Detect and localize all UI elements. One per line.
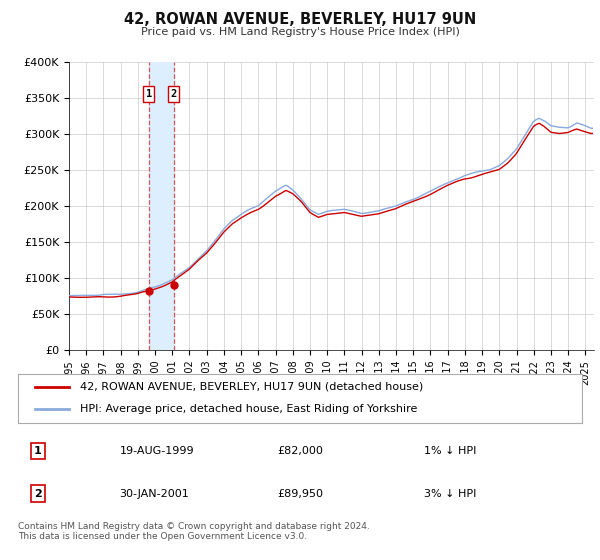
Text: Price paid vs. HM Land Registry's House Price Index (HPI): Price paid vs. HM Land Registry's House … bbox=[140, 27, 460, 37]
Text: Contains HM Land Registry data © Crown copyright and database right 2024.
This d: Contains HM Land Registry data © Crown c… bbox=[18, 522, 370, 542]
Text: 42, ROWAN AVENUE, BEVERLEY, HU17 9UN (detached house): 42, ROWAN AVENUE, BEVERLEY, HU17 9UN (de… bbox=[80, 382, 423, 392]
Text: £82,000: £82,000 bbox=[277, 446, 323, 456]
Text: 1: 1 bbox=[146, 89, 152, 99]
Bar bbox=[149, 62, 173, 350]
Text: 30-JAN-2001: 30-JAN-2001 bbox=[119, 489, 189, 499]
Text: 1% ↓ HPI: 1% ↓ HPI bbox=[424, 446, 476, 456]
Text: 19-AUG-1999: 19-AUG-1999 bbox=[119, 446, 194, 456]
Text: 1: 1 bbox=[34, 446, 41, 456]
Text: 3% ↓ HPI: 3% ↓ HPI bbox=[424, 489, 476, 499]
Text: 2: 2 bbox=[34, 489, 41, 499]
Text: 2: 2 bbox=[170, 89, 177, 99]
Text: 42, ROWAN AVENUE, BEVERLEY, HU17 9UN: 42, ROWAN AVENUE, BEVERLEY, HU17 9UN bbox=[124, 12, 476, 27]
Text: HPI: Average price, detached house, East Riding of Yorkshire: HPI: Average price, detached house, East… bbox=[80, 404, 418, 414]
Text: £89,950: £89,950 bbox=[277, 489, 323, 499]
